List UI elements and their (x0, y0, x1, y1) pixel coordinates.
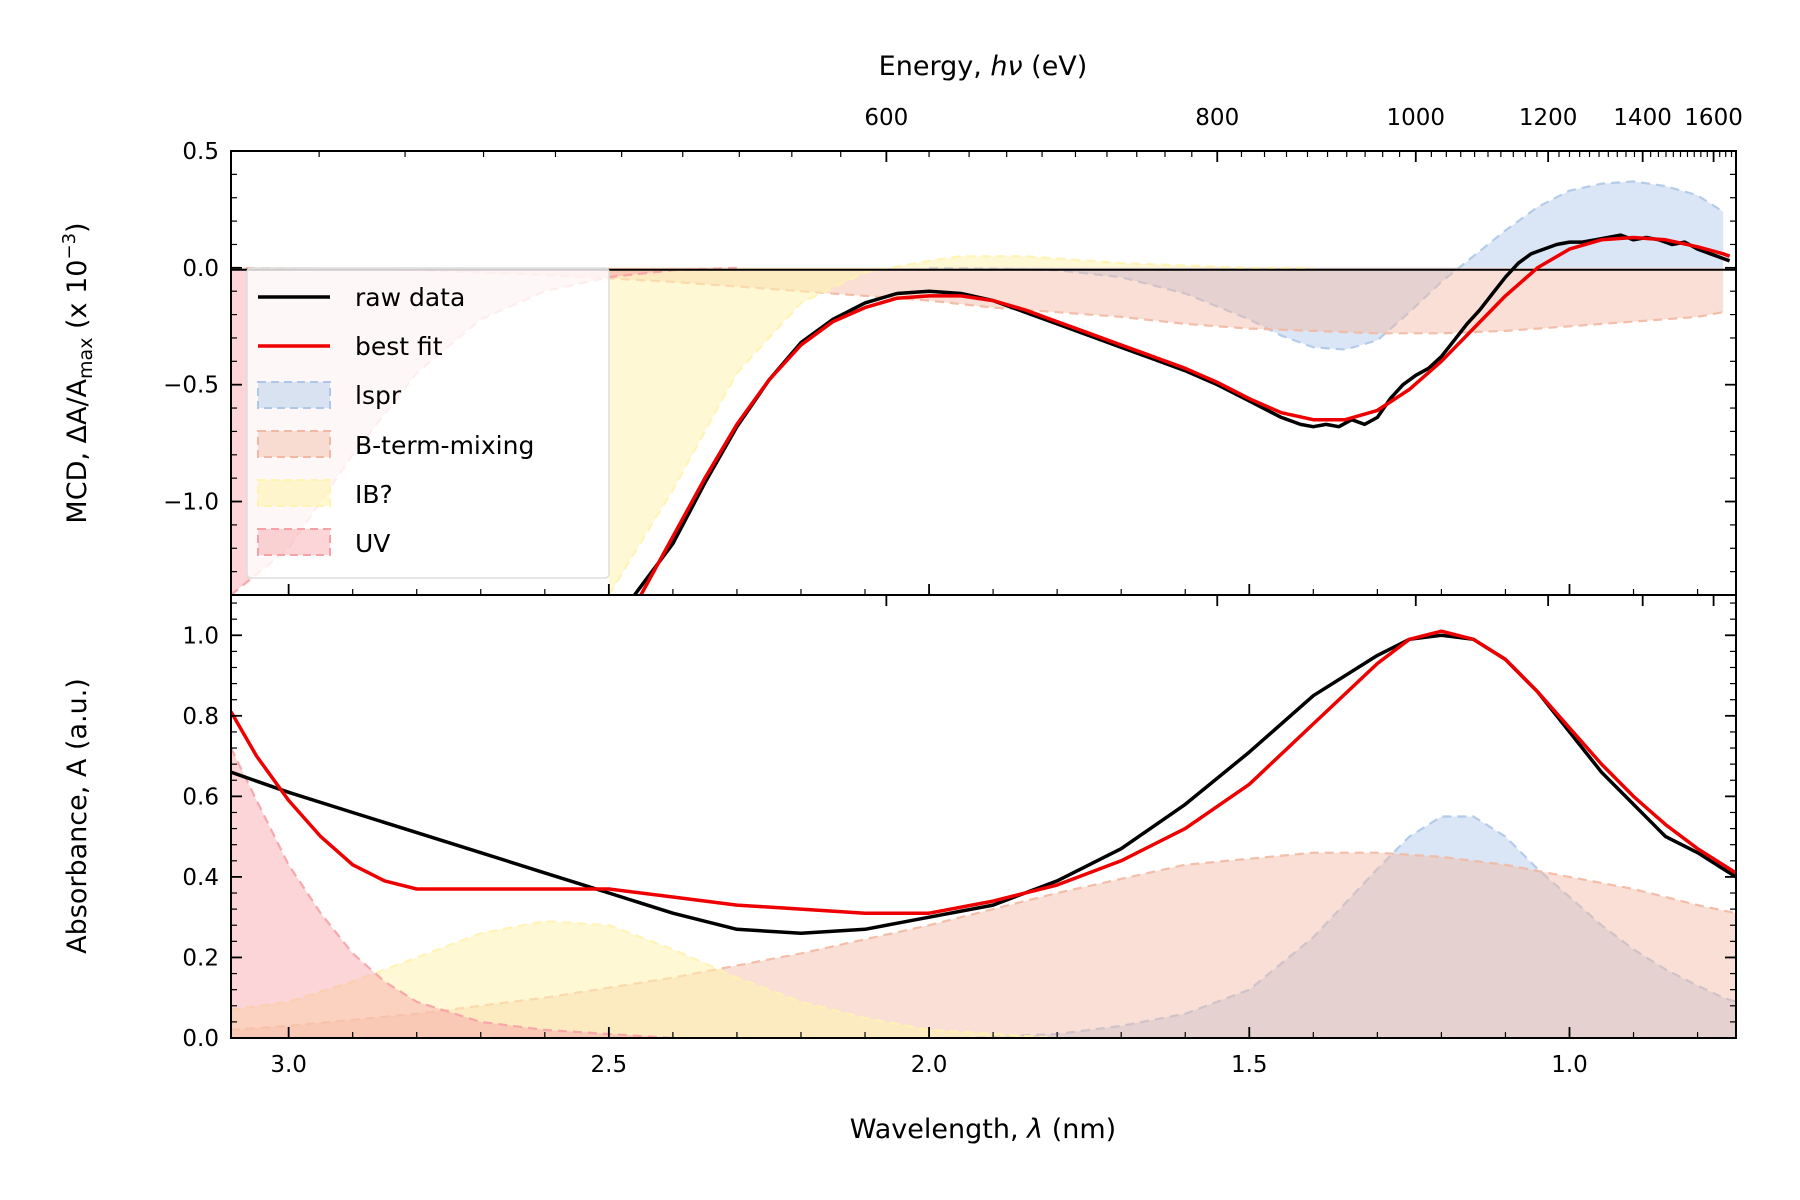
legend-swatch-b-term-mixing (257, 430, 331, 458)
legend-swatch-ib (257, 479, 331, 507)
x-axis-title: Wavelength, λ (nm) (850, 1114, 1116, 1145)
bottom-lspr-outline (961, 815, 1736, 1038)
top-best-fit-line (639, 235, 1731, 595)
top-ytick-label: −1.0 (163, 490, 219, 516)
bottom-ytick-label: 0.4 (182, 865, 219, 891)
energy-tick-label: 1200 (1519, 105, 1578, 131)
bottom-uv-outline (231, 747, 673, 1038)
absorbance-y-axis-title: Absorbance, A (a.u.) (62, 678, 93, 954)
energy-tick-label: 1400 (1613, 105, 1672, 131)
top-b-term-mixing-area (231, 267, 1724, 334)
xtick-label: 2.0 (911, 1052, 948, 1078)
energy-tick-label: 800 (1195, 105, 1239, 131)
absorbance-panel: 0.0 0.2 0.4 0.6 0.8 1.0 3.0 2.5 2.0 1.5 1.0 Wavele… (62, 584, 1737, 1145)
top-ytick-label: 0.0 (182, 256, 219, 282)
mcd-y-axis-title: MCD, ΔA/Amax (x 10−3) (59, 222, 97, 523)
top-ib-area (608, 256, 1314, 595)
xtick-label: 1.0 (1551, 1052, 1588, 1078)
energy-tick-label: 600 (864, 105, 908, 131)
bottom-ytick-label: 0.2 (182, 945, 219, 971)
top-lspr-outline (929, 180, 1724, 351)
legend-label-lspr: lspr (355, 381, 402, 410)
legend-label-raw-data: raw data (355, 283, 465, 312)
legend: raw data best fit lspr B-term-mixing IB?… (246, 267, 610, 579)
bottom-ytick-label: 0.8 (182, 704, 219, 730)
legend-label-ib: IB? (355, 480, 393, 509)
xtick-label: 2.5 (591, 1052, 628, 1078)
mcd-panel: 0.5 0.0 −0.5 −1.0 600 800 1000 1200 1400 1600 Ene… (59, 51, 1743, 606)
bottom-uv-area (231, 748, 673, 1038)
absorbance-series-lines (231, 629, 1736, 936)
legend-label-best-fit: best fit (355, 332, 443, 361)
legend-label-b-term-mixing: B-term-mixing (355, 431, 534, 460)
top-lspr-area (929, 181, 1724, 350)
top-ib-outline (607, 255, 1314, 595)
absorbance-plot-frame (230, 594, 1737, 1039)
xtick-label: 1.5 (1231, 1052, 1268, 1078)
bottom-best-fit-line (231, 629, 1736, 915)
top-ytick-label: 0.5 (182, 139, 219, 165)
legend-box (246, 267, 610, 579)
absorbance-component-fills (231, 747, 1736, 1038)
bottom-ytick-label: 1.0 (182, 623, 219, 649)
bottom-lspr-area (961, 816, 1736, 1038)
legend-label-uv: UV (355, 529, 390, 558)
energy-tick-label: 1000 (1387, 105, 1446, 131)
bottom-raw-data-line (231, 633, 1736, 936)
bottom-ytick-label: 0.6 (182, 784, 219, 810)
top-axis-title: Energy, hν (eV) (879, 51, 1088, 82)
energy-tick-label: 1600 (1684, 105, 1743, 131)
legend-swatch-lspr (257, 381, 331, 409)
top-b-term-mixing-outline (231, 266, 1724, 335)
bottom-ytick-label: 0.0 (182, 1026, 219, 1052)
bottom-ib-outline (231, 920, 1058, 1038)
legend-swatch-uv (257, 528, 331, 556)
xtick-label: 3.0 (270, 1052, 307, 1078)
mcd-series-lines (633, 233, 1731, 595)
top-ytick-label: −0.5 (163, 373, 219, 399)
